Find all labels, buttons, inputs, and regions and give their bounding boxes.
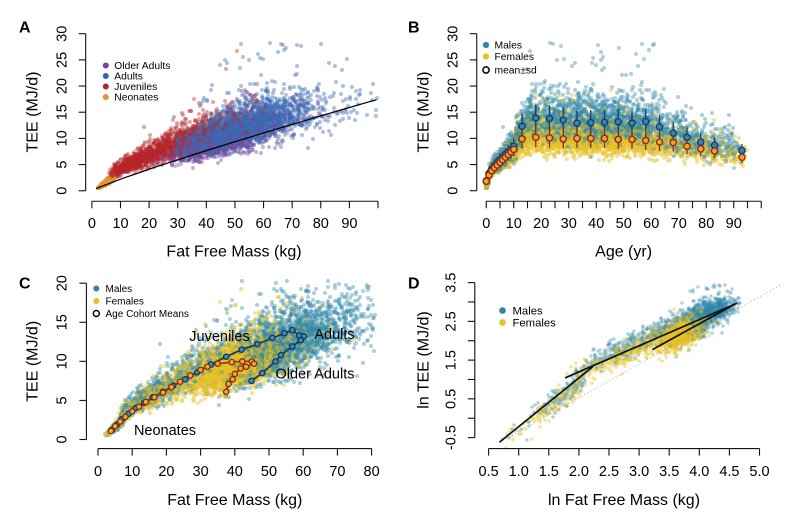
svg-text:2.5: 2.5 [599, 464, 619, 480]
svg-text:3.5: 3.5 [444, 273, 460, 293]
svg-text:30: 30 [170, 216, 186, 232]
svg-text:Fat Free Mass (kg): Fat Free Mass (kg) [166, 244, 301, 261]
svg-text:15: 15 [55, 314, 71, 330]
svg-text:0.5: 0.5 [479, 464, 499, 480]
svg-text:10: 10 [55, 130, 71, 146]
svg-text:Older Adults: Older Adults [276, 367, 355, 383]
svg-text:Fat Free Mass (kg): Fat Free Mass (kg) [167, 492, 302, 509]
svg-text:30: 30 [446, 26, 462, 42]
svg-text:Females: Females [106, 297, 144, 308]
svg-text:0: 0 [55, 187, 71, 195]
svg-text:80: 80 [313, 216, 329, 232]
svg-text:0: 0 [446, 187, 462, 195]
svg-text:1.0: 1.0 [509, 464, 529, 480]
svg-text:TEE (MJ/d): TEE (MJ/d) [25, 72, 42, 153]
svg-text:0: 0 [88, 216, 96, 232]
svg-text:C: C [19, 276, 31, 293]
svg-text:1.5: 1.5 [444, 350, 460, 370]
svg-text:4.5: 4.5 [719, 464, 739, 480]
svg-text:60: 60 [295, 464, 311, 480]
svg-text:0: 0 [94, 464, 102, 480]
svg-text:20: 20 [533, 216, 549, 232]
svg-text:30: 30 [193, 464, 209, 480]
svg-text:10: 10 [112, 216, 128, 232]
svg-text:90: 90 [726, 216, 742, 232]
svg-text:3.0: 3.0 [629, 464, 649, 480]
svg-text:Older Adults: Older Adults [114, 61, 170, 72]
svg-text:Adults: Adults [314, 327, 354, 343]
svg-text:60: 60 [643, 216, 659, 232]
svg-text:1.5: 1.5 [539, 464, 559, 480]
svg-text:10: 10 [506, 216, 522, 232]
svg-text:Neonates: Neonates [134, 423, 196, 439]
svg-text:ln TEE (MJ/d): ln TEE (MJ/d) [416, 311, 433, 409]
svg-text:Males: Males [106, 284, 133, 295]
svg-text:mean±sd: mean±sd [495, 66, 538, 77]
svg-text:Juveniles: Juveniles [189, 329, 249, 345]
svg-text:Juveniles: Juveniles [114, 82, 157, 93]
svg-text:5: 5 [446, 161, 462, 169]
svg-text:10: 10 [446, 130, 462, 146]
svg-text:15: 15 [446, 104, 462, 120]
svg-text:20: 20 [55, 78, 71, 94]
svg-text:Males: Males [495, 41, 522, 52]
svg-text:70: 70 [329, 464, 345, 480]
svg-text:-0.5: -0.5 [444, 425, 460, 450]
svg-text:30: 30 [561, 216, 577, 232]
svg-text:70: 70 [284, 216, 300, 232]
svg-text:10: 10 [124, 464, 140, 480]
svg-text:2.0: 2.0 [569, 464, 589, 480]
svg-text:30: 30 [55, 26, 71, 42]
svg-text:D: D [408, 276, 420, 293]
svg-text:90: 90 [341, 216, 357, 232]
svg-text:50: 50 [616, 216, 632, 232]
svg-text:Neonates: Neonates [114, 93, 158, 104]
svg-text:Females: Females [513, 318, 557, 330]
svg-text:15: 15 [55, 104, 71, 120]
svg-text:20: 20 [446, 78, 462, 94]
svg-text:25: 25 [446, 52, 462, 68]
svg-text:ln Fat Free Mass (kg): ln Fat Free Mass (kg) [548, 492, 700, 509]
svg-text:10: 10 [55, 353, 71, 369]
svg-text:Females: Females [495, 52, 534, 63]
svg-text:2.5: 2.5 [444, 311, 460, 331]
svg-text:0.5: 0.5 [444, 389, 460, 409]
svg-text:60: 60 [255, 216, 271, 232]
svg-text:5: 5 [55, 396, 71, 404]
svg-text:Adults: Adults [114, 72, 143, 83]
svg-text:3.5: 3.5 [659, 464, 679, 480]
svg-text:5.0: 5.0 [749, 464, 769, 480]
svg-text:0: 0 [482, 216, 490, 232]
svg-text:4.0: 4.0 [689, 464, 709, 480]
svg-text:50: 50 [261, 464, 277, 480]
svg-text:TEE (MJ/d): TEE (MJ/d) [25, 321, 42, 402]
svg-text:25: 25 [55, 52, 71, 68]
svg-text:Males: Males [513, 306, 543, 318]
svg-text:B: B [408, 20, 420, 37]
svg-text:A: A [19, 20, 31, 37]
svg-text:20: 20 [158, 464, 174, 480]
svg-text:20: 20 [55, 275, 71, 291]
svg-text:50: 50 [227, 216, 243, 232]
svg-text:80: 80 [698, 216, 714, 232]
svg-text:Age Cohort Means: Age Cohort Means [106, 309, 189, 320]
svg-text:80: 80 [364, 464, 380, 480]
svg-text:0: 0 [55, 435, 71, 443]
svg-text:20: 20 [141, 216, 157, 232]
svg-text:40: 40 [588, 216, 604, 232]
svg-text:70: 70 [671, 216, 687, 232]
svg-text:5: 5 [55, 161, 71, 169]
svg-text:40: 40 [227, 464, 243, 480]
svg-text:TEE (MJ/d): TEE (MJ/d) [416, 72, 433, 153]
svg-text:Age (yr): Age (yr) [595, 244, 652, 261]
svg-text:40: 40 [198, 216, 214, 232]
